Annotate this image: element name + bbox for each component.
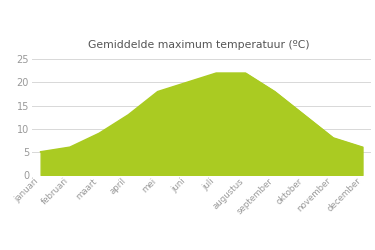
Text: Gelderland / Veluwe / Achterhoek: Gelderland / Veluwe / Achterhoek bbox=[49, 11, 326, 26]
Text: Gemiddelde maximum temperatuur (ºC): Gemiddelde maximum temperatuur (ºC) bbox=[88, 40, 310, 50]
